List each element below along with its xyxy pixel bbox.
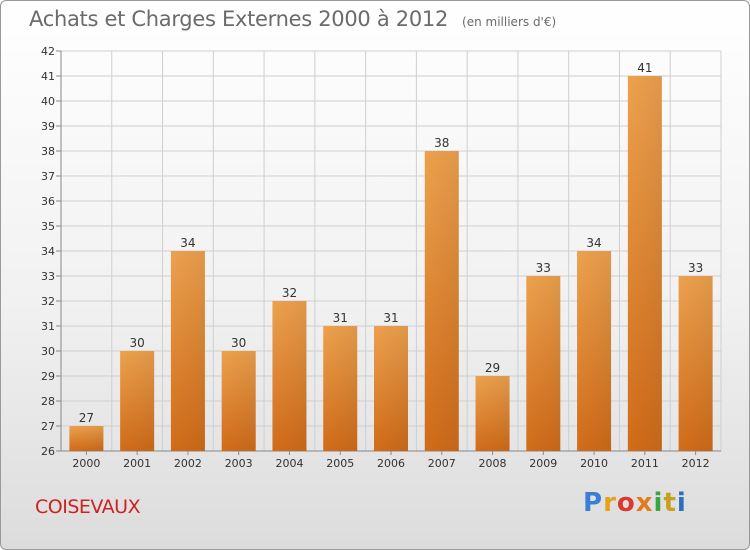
y-tick-label: 34	[41, 245, 55, 258]
y-tick-label: 30	[41, 345, 55, 358]
y-tick-label: 38	[41, 145, 55, 158]
logo-letter: t	[663, 488, 677, 518]
logo-letter: i	[676, 488, 687, 518]
x-tick-label: 2008	[479, 457, 507, 470]
data-label: 34	[586, 236, 601, 250]
y-tick-label: 41	[41, 70, 55, 83]
bar-shade	[526, 276, 561, 451]
data-label: 38	[434, 136, 449, 150]
data-label: 33	[688, 261, 703, 275]
bar-shade	[170, 251, 205, 451]
y-tick-label: 37	[41, 170, 55, 183]
x-tick-label: 2012	[682, 457, 710, 470]
logo-letter: i	[653, 488, 664, 518]
x-tick-label: 2011	[631, 457, 659, 470]
data-label: 27	[79, 411, 94, 425]
logo-letter: r	[603, 488, 617, 518]
y-tick-label: 35	[41, 220, 55, 233]
y-tick-label: 26	[41, 445, 55, 458]
data-label: 33	[536, 261, 551, 275]
x-tick-label: 2004	[275, 457, 303, 470]
bar-shade	[120, 351, 155, 451]
chart-title-row: Achats et Charges Externes 2000 à 2012 (e…	[29, 7, 556, 31]
y-tick-label: 33	[41, 270, 55, 283]
data-label: 29	[485, 361, 500, 375]
y-tick-label: 29	[41, 370, 55, 383]
bar-shade	[475, 376, 510, 451]
bar-shade	[272, 301, 307, 451]
y-tick-label: 27	[41, 420, 55, 433]
chart-title: Achats et Charges Externes 2000 à 2012	[29, 7, 449, 31]
logo-letter: x	[635, 488, 654, 518]
y-tick-label: 39	[41, 120, 55, 133]
x-tick-label: 2005	[326, 457, 354, 470]
proxiti-logo: Proxiti	[583, 488, 687, 518]
logo-letter: P	[583, 488, 604, 518]
x-tick-label: 2003	[225, 457, 253, 470]
bar-layer	[69, 76, 713, 451]
label-layer: 26 27 28 29 30 31 32 33 34 35 36 37 38 39 40 41 42 27 2000…	[41, 45, 710, 470]
logo-letter: o	[616, 488, 636, 518]
x-tick-label: 2007	[428, 457, 456, 470]
y-tick-label: 36	[41, 195, 55, 208]
data-label: 41	[637, 61, 652, 75]
y-tick-label: 28	[41, 395, 55, 408]
data-label: 31	[333, 311, 348, 325]
bar-shade	[374, 326, 408, 451]
x-tick-label: 2002	[174, 457, 202, 470]
town-name: COISEVAUX	[35, 496, 141, 518]
data-label: 30	[231, 336, 246, 350]
data-label: 30	[130, 336, 145, 350]
bar-shade	[323, 326, 358, 451]
bar-shade	[627, 76, 662, 451]
y-tick-label: 40	[41, 95, 55, 108]
x-tick-label: 2006	[377, 457, 405, 470]
y-tick-label: 42	[41, 45, 55, 58]
x-tick-label: 2009	[529, 457, 557, 470]
bar-shade	[678, 276, 713, 451]
chart-subtitle: (en milliers d'€)	[462, 15, 557, 29]
y-tick-label: 31	[41, 320, 55, 333]
data-label: 31	[383, 311, 398, 325]
x-tick-label: 2010	[580, 457, 608, 470]
x-tick-label: 2001	[123, 457, 151, 470]
data-label: 32	[282, 286, 297, 300]
bar-shade	[69, 426, 104, 451]
bar-shade	[221, 351, 256, 451]
y-tick-label: 32	[41, 295, 55, 308]
bar-shade	[577, 251, 612, 451]
bar-shade	[424, 151, 459, 451]
data-label: 34	[180, 236, 195, 250]
x-tick-label: 2000	[72, 457, 100, 470]
